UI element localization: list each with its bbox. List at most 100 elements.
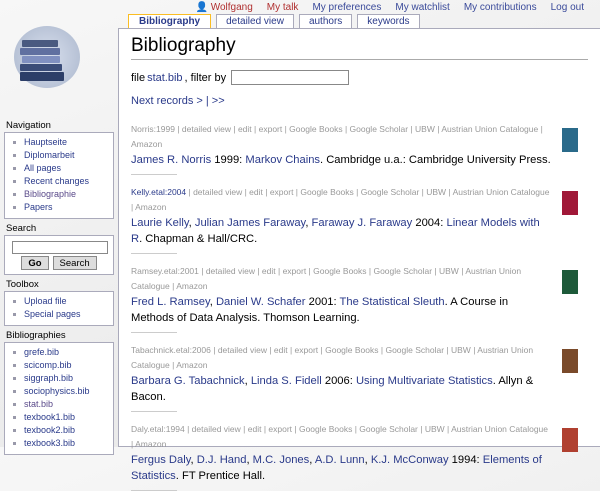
entry-key[interactable]: Daly.etal:1994 — [131, 424, 185, 434]
book-cover-image[interactable] — [562, 349, 578, 373]
citation-link[interactable]: Fergus Daly — [131, 454, 191, 466]
file-link[interactable]: stat.bib — [147, 71, 183, 84]
entry-link-austrian-union-catalogue[interactable]: Austrian Union Catalogue — [441, 124, 539, 134]
entry-key[interactable]: Kelly.etal:2004 — [131, 187, 187, 197]
entry-link-austrian-union-catalogue[interactable]: Austrian Union Catalogue — [131, 266, 522, 291]
entry-link-amazon[interactable]: Amazon — [135, 202, 167, 212]
entry-key[interactable]: Norris:1999 — [131, 124, 175, 134]
sidebar-item-scicomp-bib[interactable]: scicomp.bib — [9, 359, 109, 372]
entry-link-austrian-union-catalogue[interactable]: Austrian Union Catalogue — [131, 345, 534, 370]
entry-link-amazon[interactable]: Amazon — [176, 360, 208, 370]
entry-link-detailed-view[interactable]: detailed view — [191, 424, 241, 434]
entry-link-google-scholar[interactable]: Google Scholar — [373, 266, 433, 276]
sidebar-item-recent-changes[interactable]: Recent changes — [9, 175, 109, 188]
my-preferences-link[interactable]: My preferences — [312, 2, 382, 13]
citation-link[interactable]: The Statistical Sleuth — [339, 296, 445, 308]
citation-link[interactable]: Linda S. Fidell — [250, 375, 322, 387]
sidebar-item-special-pages[interactable]: Special pages — [9, 308, 109, 321]
entry-link-detailed-view[interactable]: detailed view — [181, 124, 232, 134]
log-out-link[interactable]: Log out — [550, 2, 584, 13]
entry-link-amazon[interactable]: Amazon — [131, 139, 163, 149]
sidebar-item-texbook2-bib[interactable]: texbook2.bib — [9, 424, 109, 437]
entry-link-google-books[interactable]: Google Books — [300, 187, 354, 197]
sidebar-item-papers[interactable]: Papers — [9, 201, 109, 214]
entry-link-google-scholar[interactable]: Google Scholar — [360, 187, 420, 197]
entry-link-edit[interactable]: edit — [237, 124, 252, 134]
entry-link-google-books[interactable]: Google Books — [289, 124, 343, 134]
sidebar-item-diplomarbeit[interactable]: Diplomarbeit — [9, 149, 109, 162]
next-records-link[interactable]: Next records > | >> — [131, 95, 225, 107]
sidebar-item-texbook3-bib[interactable]: texbook3.bib — [9, 437, 109, 450]
tab-keywords[interactable]: keywords — [357, 14, 420, 28]
entry-link-ubw[interactable]: UBW — [439, 266, 459, 276]
entry-link-export[interactable]: export — [269, 187, 294, 197]
entry-link-amazon[interactable]: Amazon — [176, 281, 208, 291]
tab-detailed-view[interactable]: detailed view — [216, 14, 294, 28]
tab-authors[interactable]: authors — [298, 14, 353, 28]
citation-link[interactable]: Using Multivariate Statistics — [355, 375, 493, 387]
entry-link-edit[interactable]: edit — [261, 266, 276, 276]
my-talk-link[interactable]: My talk — [266, 2, 299, 13]
citation-link[interactable]: Fred L. Ramsey — [131, 296, 210, 308]
entry-link-google-books[interactable]: Google Books — [313, 266, 367, 276]
entry-link-ubw[interactable]: UBW — [415, 124, 435, 134]
book-cover-image[interactable] — [562, 428, 578, 452]
entry-link-export[interactable]: export — [282, 266, 307, 276]
entry-link-austrian-union-catalogue[interactable]: Austrian Union Catalogue — [452, 187, 550, 197]
site-logo[interactable] — [14, 26, 80, 88]
sidebar-item-sociophysics-bib[interactable]: sociophysics.bib — [9, 385, 109, 398]
search-input[interactable] — [12, 241, 108, 254]
my-contributions-link[interactable]: My contributions — [463, 2, 537, 13]
entry-link-google-scholar[interactable]: Google Scholar — [349, 124, 409, 134]
book-cover-image[interactable] — [562, 270, 578, 294]
citation-link[interactable]: Barbara G. Tabachnick — [131, 375, 245, 387]
sidebar-item-stat-bib[interactable]: stat.bib — [9, 398, 109, 411]
citation-link[interactable]: Julian James Faraway — [194, 217, 306, 229]
entry-link-google-scholar[interactable]: Google Scholar — [385, 345, 445, 355]
sidebar-item-all-pages[interactable]: All pages — [9, 162, 109, 175]
entry-link-detailed-view[interactable]: detailed view — [217, 345, 267, 355]
entry-link-detailed-view[interactable]: detailed view — [193, 187, 243, 197]
citation-link[interactable]: Linear Models with R — [131, 217, 540, 245]
sidebar-item-hauptseite[interactable]: Hauptseite — [9, 136, 109, 149]
entry-link-google-books[interactable]: Google Books — [325, 345, 379, 355]
search-button[interactable]: Search — [52, 256, 97, 270]
entry-link-google-scholar[interactable]: Google Scholar — [359, 424, 418, 434]
entry-link-export[interactable]: export — [268, 424, 293, 434]
citation-link[interactable]: James R. Norris — [131, 154, 212, 166]
filter-input[interactable] — [231, 70, 350, 85]
book-cover-image[interactable] — [562, 191, 578, 215]
sidebar-item-texbook1-bib[interactable]: texbook1.bib — [9, 411, 109, 424]
book-cover-image[interactable] — [562, 128, 578, 152]
entry-key[interactable]: Ramsey.etal:2001 — [131, 266, 199, 276]
entry-link-detailed-view[interactable]: detailed view — [205, 266, 255, 276]
entry-link-export[interactable]: export — [258, 124, 283, 134]
go-button[interactable]: Go — [21, 256, 49, 270]
entry-link-edit[interactable]: edit — [247, 424, 262, 434]
entry-link-ubw[interactable]: UBW — [450, 345, 471, 355]
citation-link[interactable]: Daniel W. Schafer — [215, 296, 306, 308]
entry-key[interactable]: Tabachnick.etal:2006 — [131, 345, 211, 355]
sidebar-item-bibliographie[interactable]: Bibliographie — [9, 188, 109, 201]
tab-bibliography[interactable]: Bibliography — [128, 14, 212, 29]
entry-link-ubw[interactable]: UBW — [426, 187, 447, 197]
citation-link[interactable]: K.J. McConway — [370, 454, 449, 466]
sidebar-item-siggraph-bib[interactable]: siggraph.bib — [9, 372, 109, 385]
sidebar-item-grefe-bib[interactable]: grefe.bib — [9, 346, 109, 359]
citation-link[interactable]: D.J. Hand — [196, 454, 247, 466]
entry-link-google-books[interactable]: Google Books — [298, 424, 353, 434]
citation-link[interactable]: Faraway J. Faraway — [311, 217, 413, 229]
entry-link-ubw[interactable]: UBW — [424, 424, 445, 434]
entry-link-edit[interactable]: edit — [273, 345, 288, 355]
citation-link[interactable]: Markov Chains — [245, 154, 321, 166]
citation-link[interactable]: M.C. Jones — [252, 454, 310, 466]
citation-link[interactable]: A.D. Lunn — [314, 454, 365, 466]
entry-link-edit[interactable]: edit — [249, 187, 263, 197]
entry-link-amazon[interactable]: Amazon — [135, 439, 167, 449]
entry-link-export[interactable]: export — [294, 345, 319, 355]
my-watchlist-link[interactable]: My watchlist — [395, 2, 450, 13]
sidebar-item-upload-file[interactable]: Upload file — [9, 295, 109, 308]
citation-link[interactable]: Laurie Kelly — [131, 217, 189, 229]
entry-link-austrian-union-catalogue[interactable]: Austrian Union Catalogue — [451, 424, 549, 434]
user-link[interactable]: 👤 Wolfgang — [195, 2, 253, 13]
